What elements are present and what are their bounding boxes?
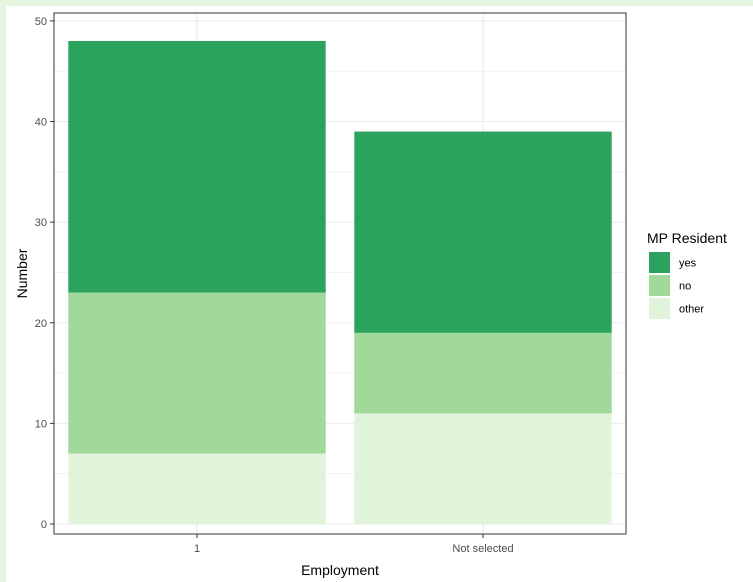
x-tick-label: Not selected <box>452 543 513 555</box>
bar-segment-other <box>68 453 326 524</box>
bar-segment-no <box>68 292 326 454</box>
y-tick-label: 20 <box>35 318 47 330</box>
bars <box>68 41 612 524</box>
legend: MP Resident yes no other <box>647 230 727 319</box>
panel-border <box>53 12 627 535</box>
y-tick-label: 50 <box>35 16 47 28</box>
y-tick-label: 30 <box>35 217 47 229</box>
y-tick-label: 0 <box>41 519 47 531</box>
y-axis-title: Number <box>14 248 30 298</box>
bar-segment-no <box>354 332 612 414</box>
chart-frame: 0 10 20 30 40 50 1 Not selected Employment Numb… <box>6 6 753 582</box>
legend-label-yes: yes <box>679 258 697 270</box>
y-tick-label: 40 <box>35 117 47 129</box>
bar-segment-yes <box>68 41 326 293</box>
legend-key-other <box>649 298 670 319</box>
legend-title: MP Resident <box>647 230 727 246</box>
x-tick-label: 1 <box>194 543 200 555</box>
y-tick-label: 10 <box>35 418 47 430</box>
x-axis-title: Employment <box>301 562 379 578</box>
stacked-bar-chart: 0 10 20 30 40 50 1 Not selected Employment Numb… <box>14 12 727 578</box>
legend-key-no <box>649 275 670 296</box>
bar-segment-yes <box>354 131 612 333</box>
axes: 0 10 20 30 40 50 1 Not selected <box>35 16 514 555</box>
bar-segment-other <box>354 413 612 524</box>
legend-label-no: no <box>679 281 691 293</box>
legend-label-other: other <box>679 304 704 316</box>
legend-key-yes <box>649 252 670 273</box>
